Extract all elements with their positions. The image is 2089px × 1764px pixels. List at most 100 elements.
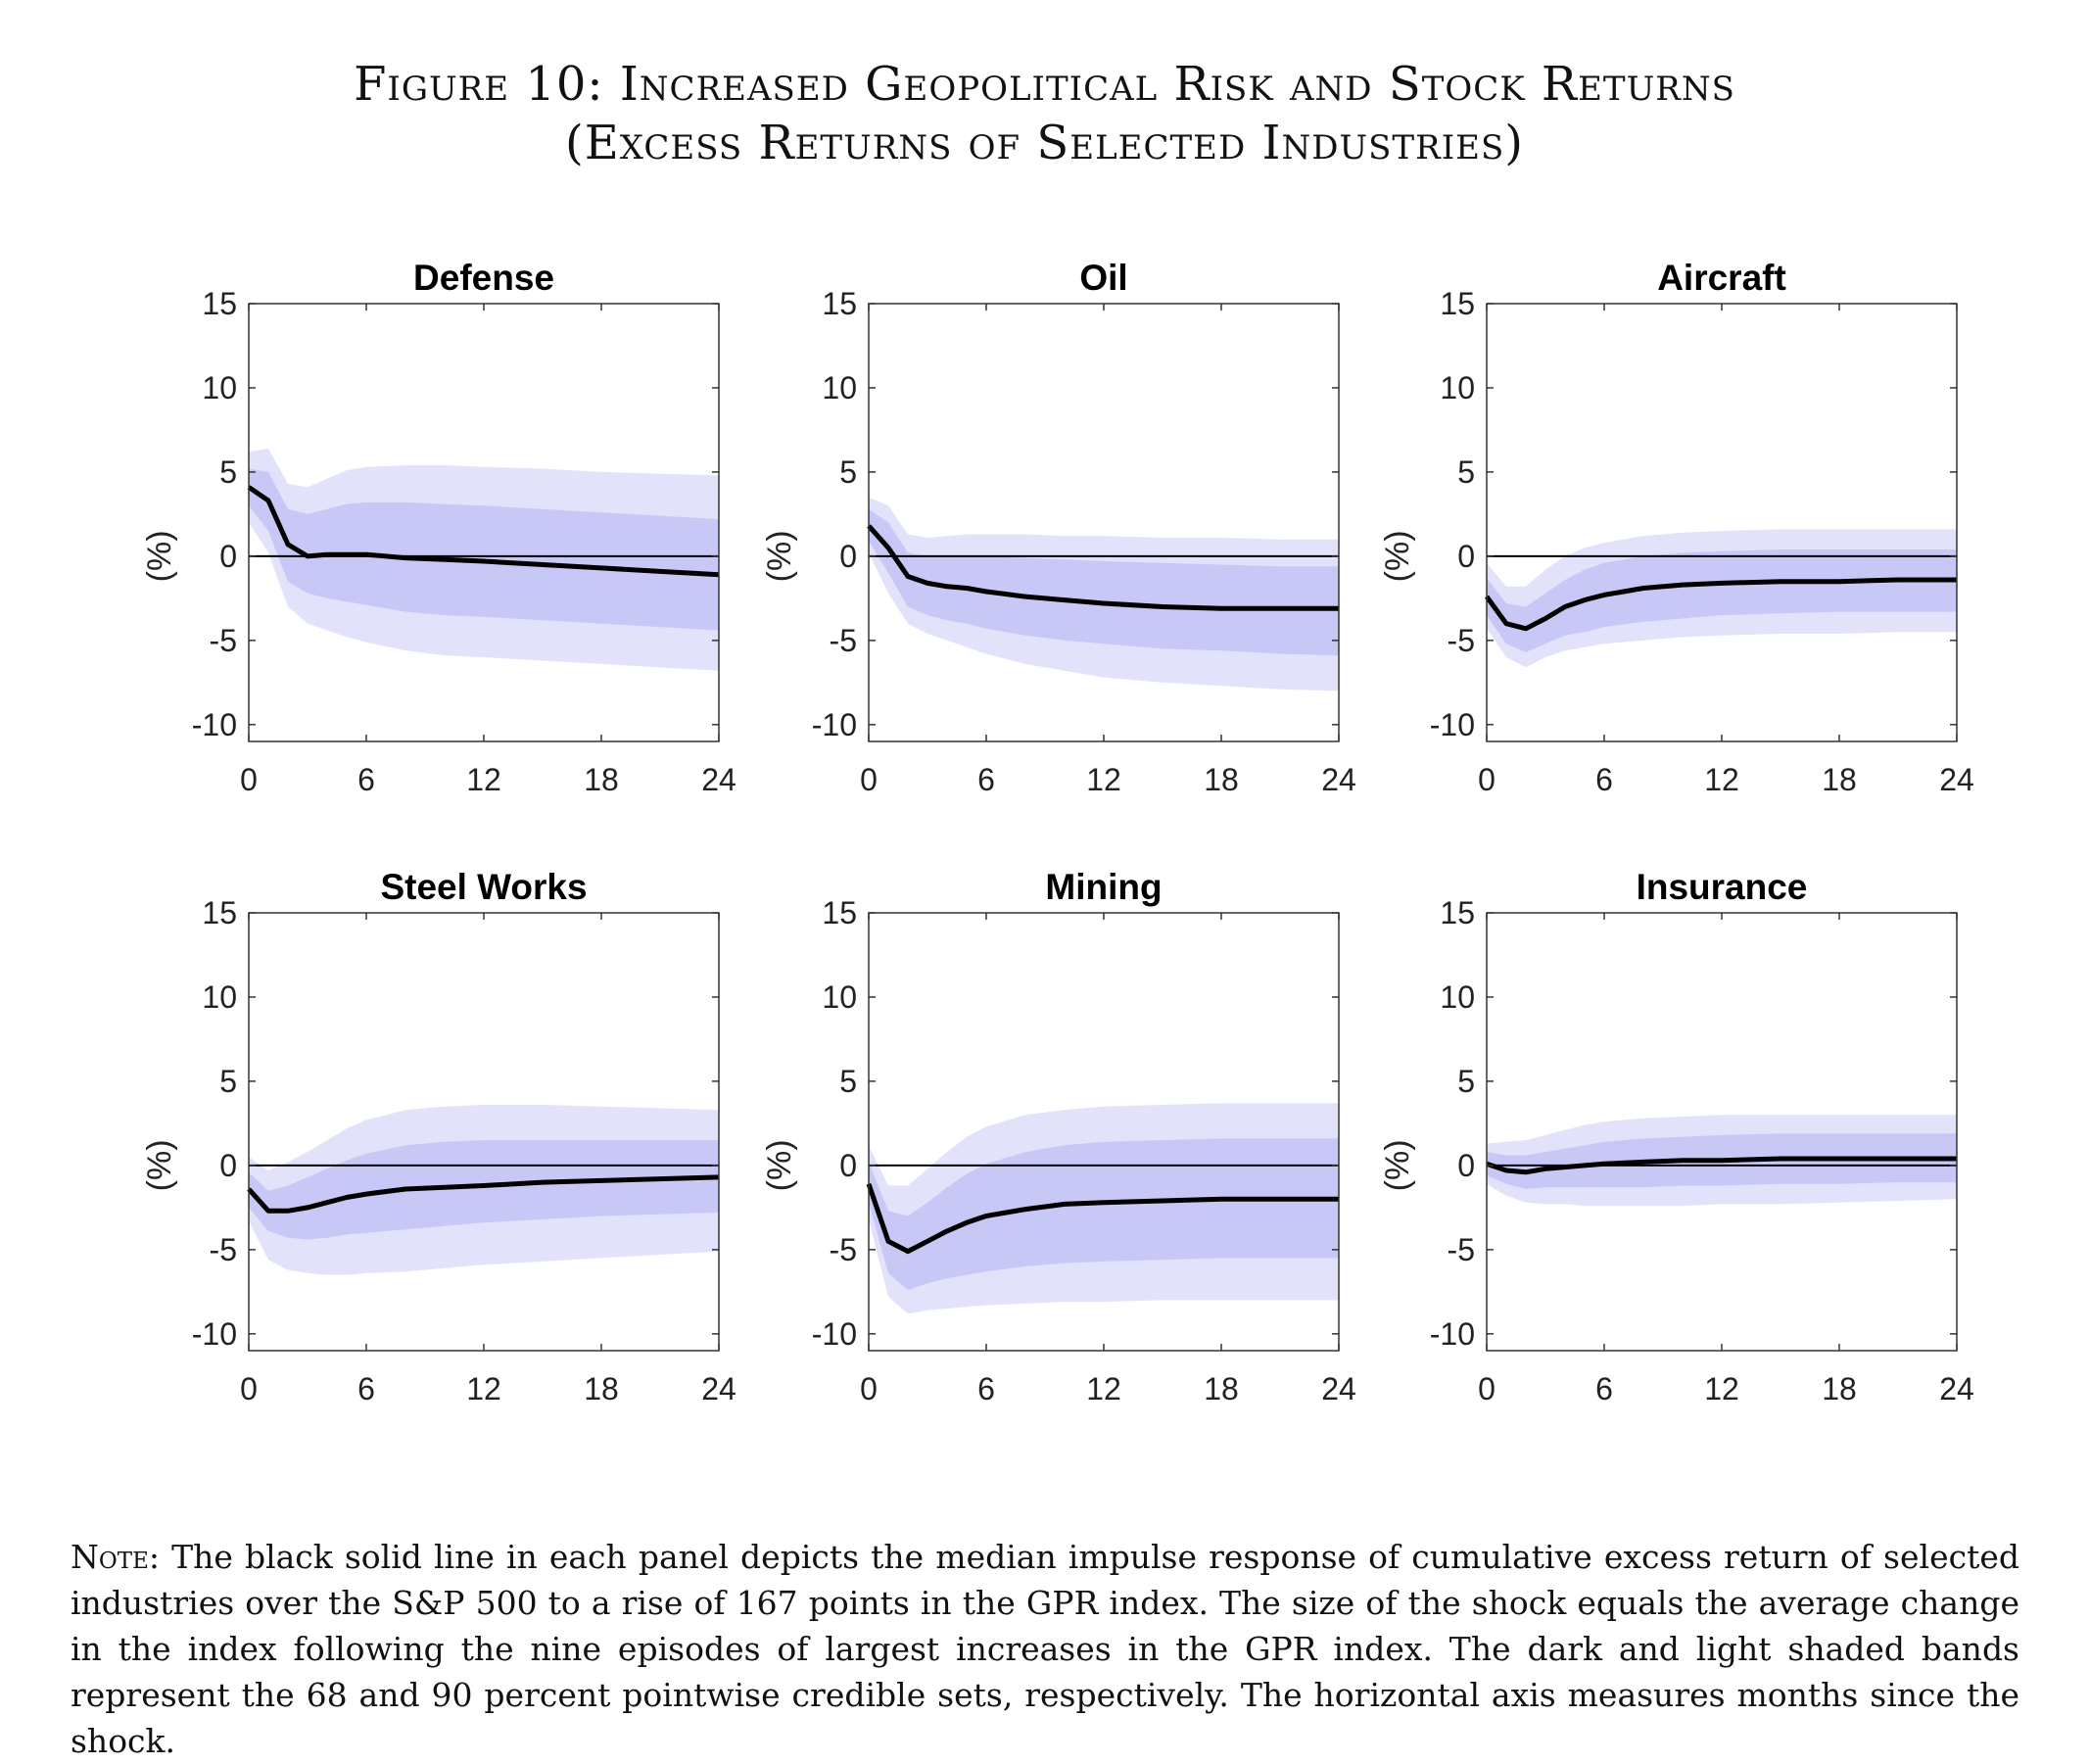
y-tick-label: 10: [822, 979, 857, 1015]
x-tick-label: 12: [1086, 762, 1121, 797]
x-tick-label: 24: [1321, 762, 1356, 797]
axes-box-aircraft: [1486, 303, 1958, 742]
x-tick-label: 12: [466, 1371, 501, 1406]
x-tick-label: 18: [1204, 1371, 1239, 1406]
figure-title-line1: Figure 10: Increased Geopolitical Risk a…: [354, 57, 1735, 112]
y-tick-label: 15: [822, 286, 857, 321]
y-tick-label: 5: [1457, 454, 1475, 490]
x-tick-label: 24: [1939, 762, 1974, 797]
panel-title-steel-works: Steel Works: [380, 867, 587, 907]
x-tick-label: 6: [357, 1371, 375, 1406]
x-tick-label: 18: [584, 1371, 619, 1406]
panel-title-mining: Mining: [1045, 867, 1162, 907]
median-line-defense: [247, 485, 720, 578]
median-line-mining: [866, 1182, 1339, 1255]
panel-steel-works: 0 6 12 18 24 15 10 5 0 -5 -10 Steel Works (%): [141, 867, 736, 1406]
panel-title-defense: Defense: [413, 258, 554, 298]
y-tick-label: 15: [1440, 895, 1475, 930]
y-tick-label: 5: [839, 454, 857, 490]
x-tick-label: 24: [701, 1371, 736, 1406]
y-tick-label: 5: [839, 1064, 857, 1099]
x-tick-label: 6: [1595, 762, 1613, 797]
y-axis-label-insurance: (%): [1379, 1139, 1416, 1191]
x-tick-label: 18: [1822, 762, 1857, 797]
x-tick-label: 0: [860, 1371, 878, 1406]
panel-mining: 0 6 12 18 24 15 10 5 0 -5 -10 Mining (%): [761, 867, 1356, 1406]
y-tick-label: -10: [1430, 1316, 1475, 1352]
y-tick-label: 0: [839, 1148, 857, 1183]
x-tick-label: 6: [977, 1371, 995, 1406]
y-tick-label: 15: [822, 895, 857, 930]
x-tick-label: 12: [1086, 1371, 1121, 1406]
panel-title-insurance: Insurance: [1637, 867, 1808, 907]
y-tick-label: -5: [210, 1232, 237, 1267]
x-tick-label: 18: [584, 762, 619, 797]
y-tick-label: 0: [1457, 1148, 1475, 1183]
x-tick-label: 0: [240, 762, 258, 797]
x-tick-label: 6: [1595, 1371, 1613, 1406]
median-line-steel-works: [247, 1174, 720, 1214]
y-tick-label: 10: [1440, 370, 1475, 405]
y-tick-label: 0: [219, 1148, 237, 1183]
x-tick-label: 12: [466, 762, 501, 797]
y-tick-label: -10: [812, 1316, 857, 1352]
median-line-aircraft: [1484, 577, 1957, 632]
x-tick-label: 24: [1321, 1371, 1356, 1406]
y-tick-label: 0: [219, 539, 237, 574]
median-line-oil: [867, 524, 1339, 611]
y-tick-label: -10: [1430, 707, 1475, 742]
y-tick-label: -5: [830, 1232, 857, 1267]
panel-title-aircraft: Aircraft: [1657, 258, 1786, 298]
y-tick-label: 10: [1440, 979, 1475, 1015]
y-tick-label: 10: [202, 370, 237, 405]
band-68-aircraft: [1487, 549, 1957, 652]
figure-title: Figure 10: Increased Geopolitical Risk a…: [0, 55, 2089, 172]
y-tick-label: -10: [192, 707, 237, 742]
x-tick-label: 18: [1204, 762, 1239, 797]
panel-defense: 0 6 12 18 24 15 10 5 0 -5 -10 Defense (%): [141, 258, 736, 797]
y-tick-label: 15: [202, 895, 237, 930]
y-tick-label: 15: [202, 286, 237, 321]
figure-title-line2: (Excess Returns of Selected Industries): [565, 116, 1524, 170]
y-tick-label: 0: [839, 539, 857, 574]
y-tick-label: -5: [1448, 623, 1475, 658]
y-axis-label-aircraft: (%): [1379, 530, 1416, 582]
y-tick-label: 5: [1457, 1064, 1475, 1099]
x-tick-label: 18: [1822, 1371, 1857, 1406]
y-tick-label: -5: [830, 623, 857, 658]
x-tick-label: 0: [860, 762, 878, 797]
y-tick-label: 5: [219, 1064, 237, 1099]
charts-grid: 0 6 12 18 24 15 10 5 0 -5 -10 Defense (%) 0 6 12 18 24 15 1…: [141, 258, 1974, 1406]
band-68-mining: [869, 1138, 1339, 1291]
y-axis-label-steel-works: (%): [141, 1139, 178, 1191]
note-label: Note:: [71, 1538, 160, 1576]
y-axis-label-defense: (%): [141, 530, 178, 582]
y-tick-label: 0: [1457, 539, 1475, 574]
x-tick-label: 24: [701, 762, 736, 797]
panel-aircraft: 0 6 12 18 24 15 10 5 0 -5 -10 Aircraft (%): [1379, 258, 1974, 797]
y-tick-label: 5: [219, 454, 237, 490]
x-tick-label: 12: [1704, 762, 1739, 797]
y-tick-label: 10: [822, 370, 857, 405]
note-text: The black solid line in each panel depic…: [71, 1538, 2019, 1760]
y-tick-label: 15: [1440, 286, 1475, 321]
y-tick-label: -10: [192, 1316, 237, 1352]
y-tick-label: 10: [202, 979, 237, 1015]
y-tick-label: -5: [210, 623, 237, 658]
x-tick-label: 24: [1939, 1371, 1974, 1406]
x-tick-label: 0: [1478, 762, 1496, 797]
panel-title-oil: Oil: [1079, 258, 1127, 298]
band-68-oil: [869, 508, 1339, 656]
y-axis-label-oil: (%): [761, 530, 798, 582]
x-tick-label: 0: [1478, 1371, 1496, 1406]
panel-oil: 0 6 12 18 24 15 10 5 0 -5 -10 Oil (%): [761, 258, 1356, 797]
y-axis-label-mining: (%): [761, 1139, 798, 1191]
x-tick-label: 0: [240, 1371, 258, 1406]
figure-note: Note: The black solid line in each panel…: [71, 1534, 2019, 1764]
band-68-defense: [249, 468, 719, 631]
y-tick-label: -5: [1448, 1232, 1475, 1267]
x-tick-label: 12: [1704, 1371, 1739, 1406]
y-tick-label: -10: [812, 707, 857, 742]
panel-insurance: 0 6 12 18 24 15 10 5 0 -5 -10 Insurance (%): [1379, 867, 1974, 1406]
x-tick-label: 6: [977, 762, 995, 797]
